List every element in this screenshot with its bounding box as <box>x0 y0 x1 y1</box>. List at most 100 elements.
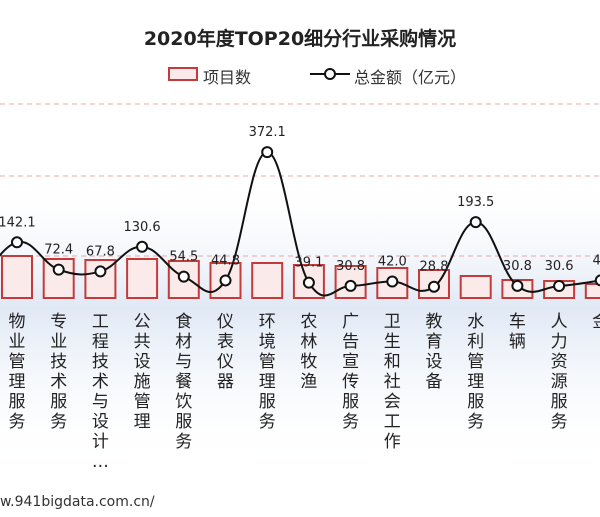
category-label-9-char-1: 生 <box>384 332 401 352</box>
category-label-13-char-2: 资 <box>551 352 568 372</box>
category-label-2-char-3: 术 <box>92 372 109 392</box>
line-value-label-11: 193.5 <box>457 195 494 210</box>
category-label-2-char-5: 设 <box>92 412 109 432</box>
category-label-7-char-3: 渔 <box>300 372 317 392</box>
category-label-6-char-1: 境 <box>259 332 276 352</box>
line-value-label-2: 67.8 <box>86 244 115 259</box>
category-label-5-char-2: 仪 <box>217 352 234 372</box>
category-label-14-char-0: 金 <box>592 312 600 332</box>
bar-3 <box>126 258 159 299</box>
category-label-0-char-5: 务 <box>9 412 26 432</box>
category-label-0-char-0: 物 <box>9 312 26 332</box>
line-series-total-amount <box>0 151 600 297</box>
line-value-label-4: 54.5 <box>169 250 198 265</box>
bar-14 <box>584 283 600 299</box>
category-label-11-char-0: 水 <box>467 312 484 332</box>
category-label-8-char-4: 服 <box>342 392 359 412</box>
category-label-1-char-2: 技 <box>50 352 67 372</box>
legend: 项目数 总金额（亿元） <box>0 62 600 88</box>
category-label-4-char-4: 饮 <box>175 392 192 412</box>
bar-0 <box>1 255 33 299</box>
legend-line-swatch <box>310 68 350 80</box>
line-point-1 <box>52 263 65 276</box>
line-value-label-9: 42.0 <box>378 255 407 270</box>
category-label-7-char-0: 农 <box>300 312 317 332</box>
category-label-4-char-1: 材 <box>175 332 192 352</box>
category-label-12-char-0: 车 <box>509 312 526 332</box>
line-point-3 <box>136 240 149 253</box>
category-label-11-char-2: 管 <box>467 352 484 372</box>
category-label-13-char-4: 服 <box>551 392 568 412</box>
category-label-6-char-0: 环 <box>259 312 276 332</box>
line-value-label-7: 39.1 <box>294 256 323 271</box>
category-label-3-char-5: 理 <box>134 412 151 432</box>
category-label-3-char-2: 设 <box>134 352 151 372</box>
line-value-label-8: 30.8 <box>336 259 365 274</box>
category-label-11-char-5: 务 <box>467 412 484 432</box>
line-point-13 <box>553 280 566 293</box>
category-label-3-char-3: 施 <box>134 372 151 392</box>
category-label-9-char-2: 和 <box>384 352 401 372</box>
background-band <box>0 175 600 470</box>
category-label-1-char-0: 专 <box>50 312 67 332</box>
line-point-0 <box>11 236 23 249</box>
category-label-3-char-0: 公 <box>134 312 151 332</box>
category-label-13-char-5: 务 <box>551 412 568 432</box>
category-label-5-char-0: 仪 <box>217 312 234 332</box>
category-label-9-char-4: 会 <box>384 392 401 412</box>
legend-bar-swatch <box>168 67 198 81</box>
category-label-5-char-1: 表 <box>217 332 234 352</box>
line-point-9 <box>386 275 399 288</box>
category-label-11-char-1: 利 <box>467 332 484 352</box>
line-point-12 <box>511 279 524 292</box>
line-point-8 <box>344 279 357 292</box>
category-label-8-char-1: 告 <box>342 332 359 352</box>
category-label-8-char-2: 宣 <box>342 352 359 372</box>
line-point-10 <box>428 280 440 293</box>
line-value-label-0: 142.1 <box>0 215 36 230</box>
line-point-11 <box>469 216 482 229</box>
category-label-0-char-1: 业 <box>9 332 26 352</box>
legend-item-bars: 项目数 <box>203 68 252 87</box>
category-label-4-char-6: 务 <box>175 432 192 452</box>
category-label-7-char-2: 牧 <box>300 352 317 372</box>
legend-item-line: 总金额（亿元） <box>354 68 467 87</box>
line-value-label-1: 72.4 <box>44 243 73 258</box>
line-value-label-14: 45 <box>593 253 600 268</box>
bar-1 <box>42 258 75 299</box>
line-point-6 <box>261 146 274 159</box>
chart-title: 2020年度TOP20细分行业采购情况 <box>143 28 457 50</box>
category-label-2-char-2: 技 <box>92 352 109 372</box>
category-label-9-char-6: 作 <box>384 432 401 452</box>
category-label-3-char-4: 管 <box>134 392 151 412</box>
line-value-label-3: 130.6 <box>123 220 160 235</box>
category-label-1-char-5: 务 <box>50 412 67 432</box>
line-value-label-13: 30.6 <box>545 259 574 274</box>
category-label-4-char-2: 与 <box>175 352 192 372</box>
category-label-13-char-0: 人 <box>551 312 568 332</box>
category-label-0-char-3: 理 <box>9 372 26 392</box>
category-label-1-char-3: 术 <box>50 372 67 392</box>
category-label-2-char-0: 工 <box>92 312 109 332</box>
bar-6 <box>251 262 284 299</box>
category-label-2-char-7: … <box>92 452 109 472</box>
category-label-8-char-3: 传 <box>342 372 359 392</box>
category-label-8-char-0: 广 <box>342 312 359 332</box>
category-label-6-char-4: 服 <box>259 392 276 412</box>
category-label-8-char-5: 务 <box>342 412 359 432</box>
category-label-11-char-3: 理 <box>467 372 484 392</box>
category-label-9-char-5: 工 <box>384 412 401 432</box>
line-point-5 <box>219 274 232 287</box>
line-value-label-12: 30.8 <box>503 259 532 274</box>
category-label-12-char-1: 辆 <box>509 332 526 352</box>
category-label-2-char-4: 与 <box>92 392 109 412</box>
line-value-label-10: 28.8 <box>420 260 449 275</box>
category-label-1-char-4: 服 <box>50 392 67 412</box>
line-point-7 <box>302 276 315 289</box>
line-point-2 <box>94 265 107 278</box>
category-label-10-char-2: 设 <box>426 352 443 372</box>
line-value-label-6: 372.1 <box>249 125 286 140</box>
category-label-1-char-1: 业 <box>50 332 67 352</box>
